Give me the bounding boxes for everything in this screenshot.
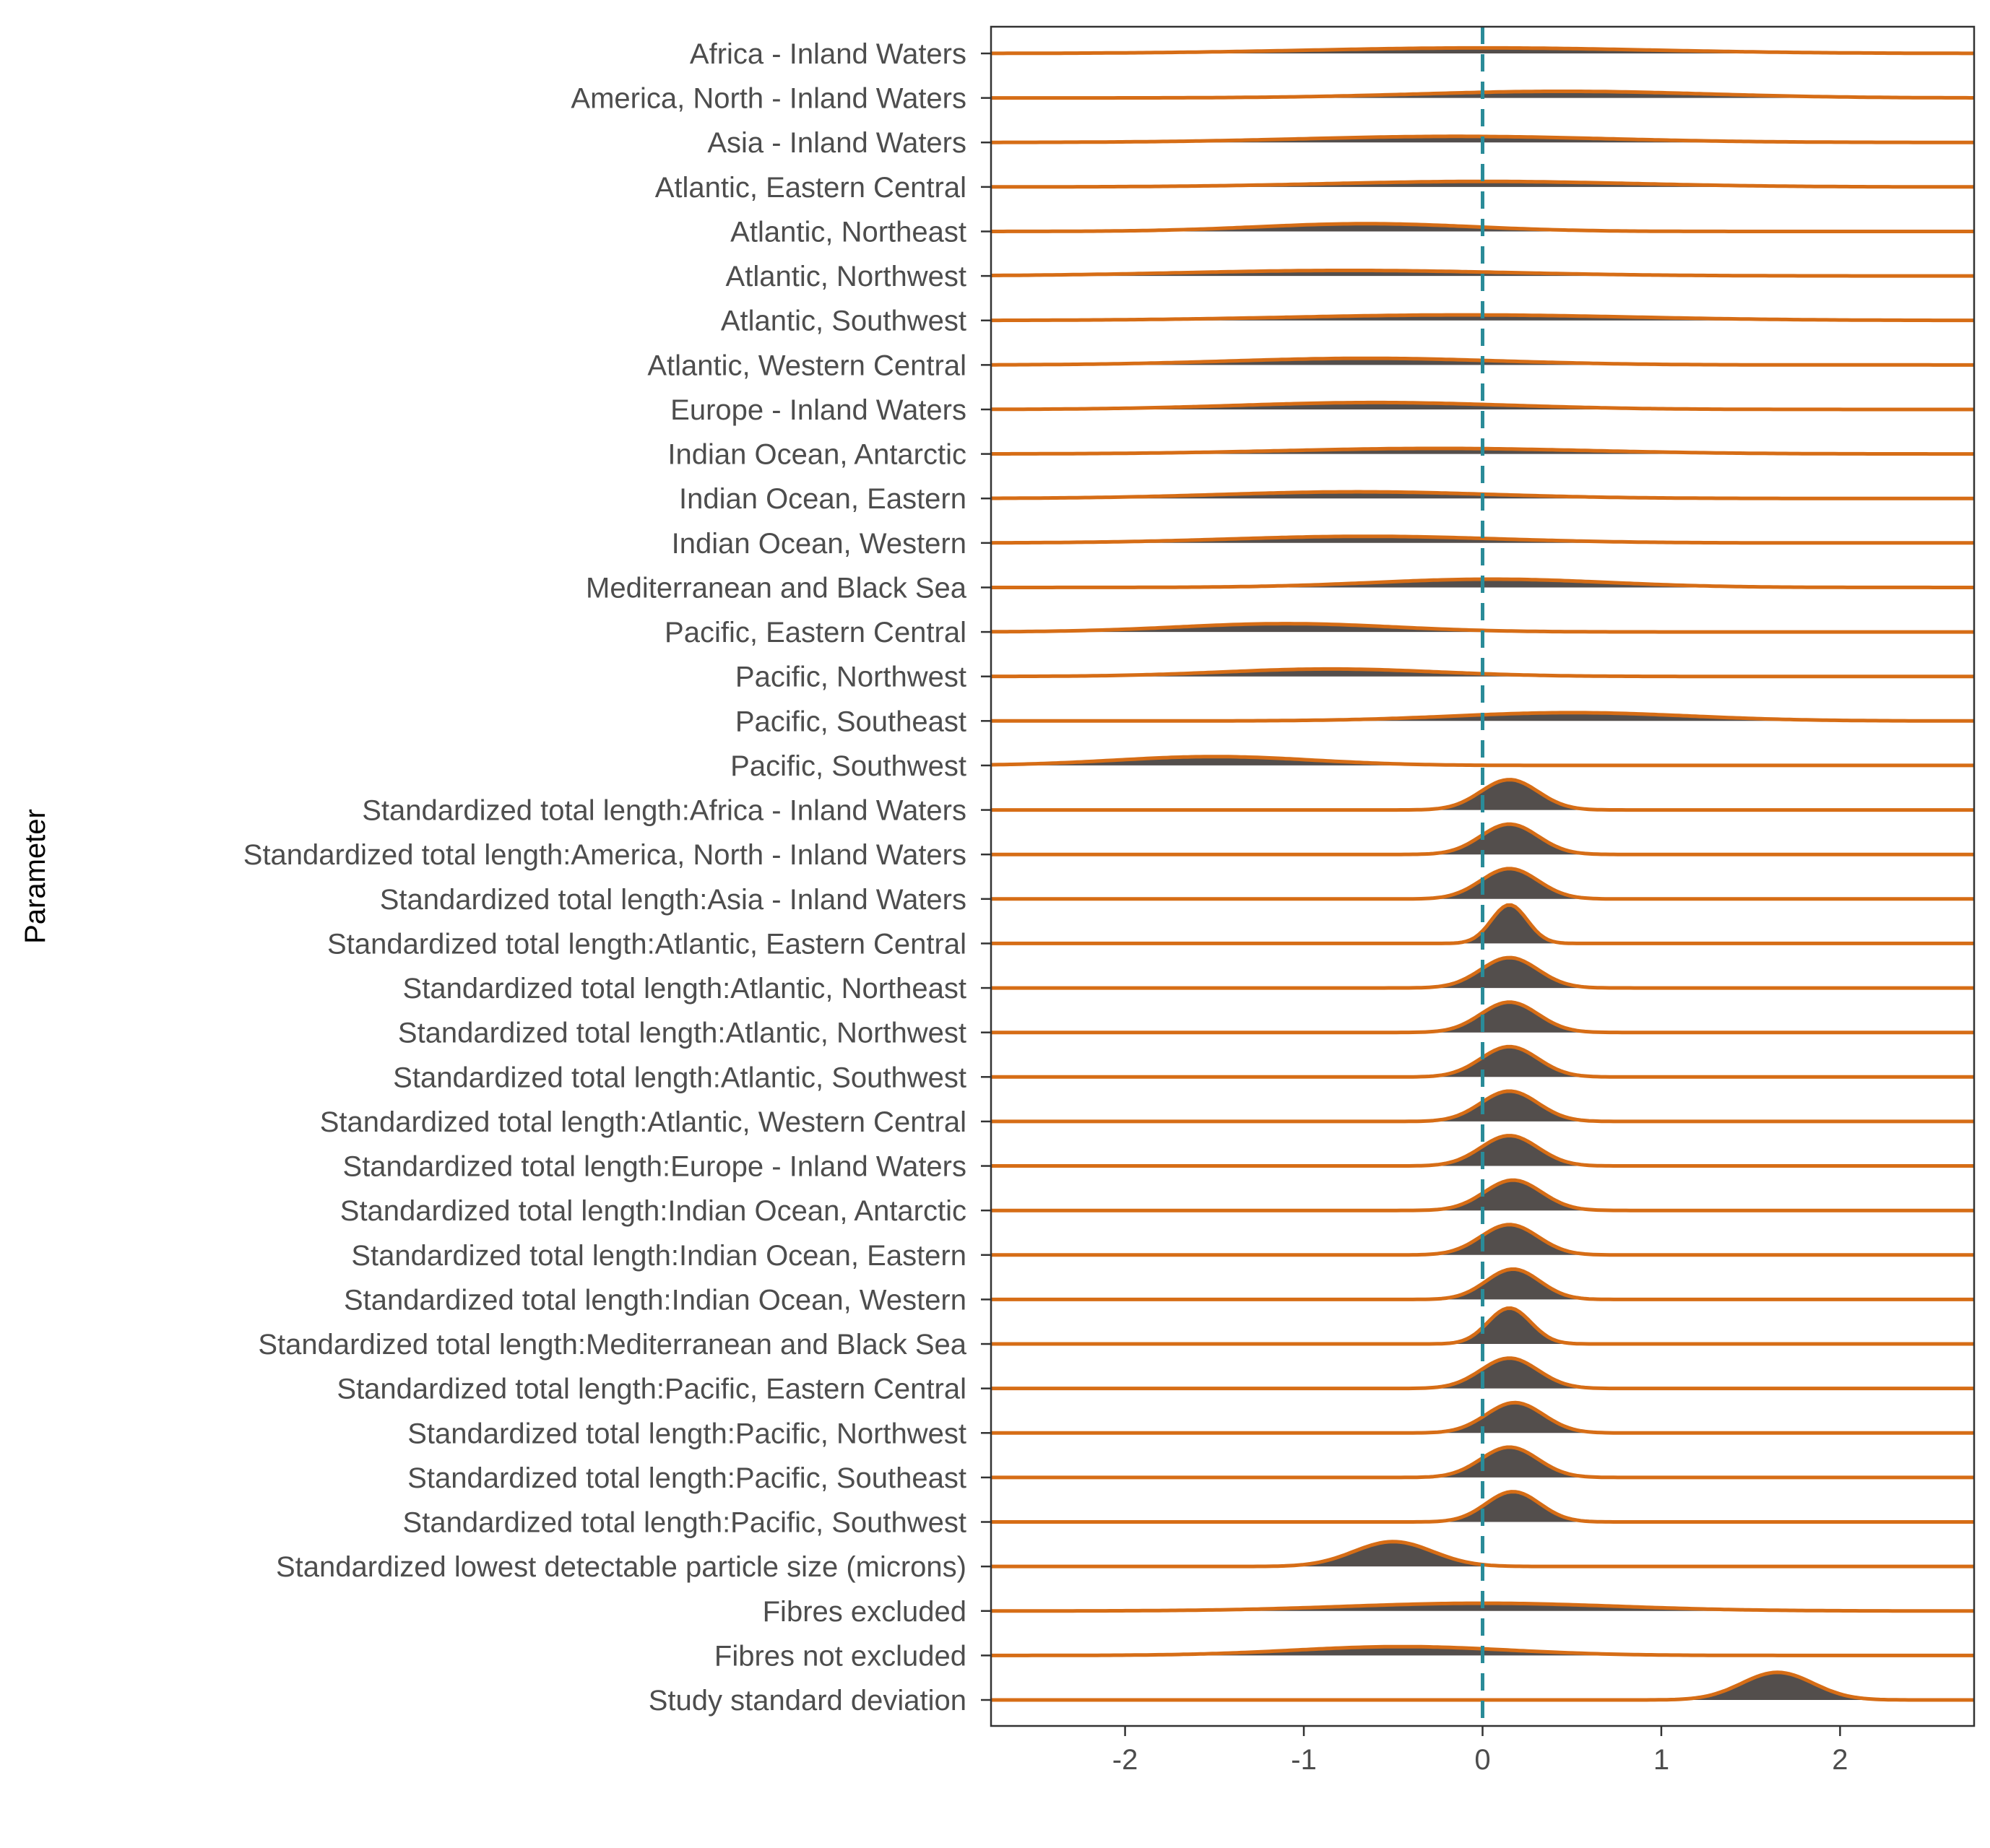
ridge-outline <box>990 755 1974 768</box>
y-tick-label: Standardized total length:America, North… <box>243 839 966 871</box>
ridge-fill <box>991 1046 1974 1077</box>
ridge-fill <box>991 669 1974 677</box>
ridge-outline <box>991 45 1974 56</box>
y-tick-label: Atlantic, Northeast <box>730 216 966 248</box>
ridge-outline <box>991 1670 1974 1702</box>
y-tick-label: Pacific, Eastern Central <box>665 617 966 648</box>
x-tick-label: 2 <box>1832 1744 1848 1776</box>
ridge-outline <box>990 269 1974 278</box>
y-tick-label: Indian Ocean, Western <box>672 528 966 560</box>
y-tick-label: Standardized total length:Indian Ocean, … <box>351 1240 966 1272</box>
y-tick-label: Europe - Inland Waters <box>670 394 966 426</box>
y-tick-label: Standardized total length:Mediterranean … <box>258 1329 966 1361</box>
y-axis-ticks: Africa - Inland Waters America, North - I… <box>243 38 991 1717</box>
y-tick-label: America, North - Inland Waters <box>571 83 966 115</box>
y-tick-label: Africa - Inland Waters <box>690 38 966 70</box>
y-tick-label: Atlantic, Northwest <box>726 261 966 292</box>
y-tick-label: Fibres not excluded <box>714 1640 966 1672</box>
ridge-outline <box>991 400 1974 412</box>
y-tick-label: Standardized total length:Atlantic, East… <box>327 928 966 960</box>
ridge-fill <box>991 1672 1974 1700</box>
y-tick-label: Standardized total length:Indian Ocean, … <box>344 1284 966 1316</box>
y-tick-label: Standardized total length:Atlantic, Nort… <box>403 973 966 1005</box>
y-tick-label: Mediterranean and Black Sea <box>586 572 967 604</box>
x-tick-label: 0 <box>1474 1744 1490 1776</box>
y-tick-label: Standardized total length:Africa - Inlan… <box>362 795 966 827</box>
y-tick-label: Indian Ocean, Eastern <box>679 483 966 515</box>
y-tick-label: Standardized total length:Pacific, North… <box>407 1418 966 1449</box>
y-tick-label: Standardized total length:Pacific, Easte… <box>337 1374 966 1405</box>
y-tick-label: Standardized total length:Pacific, South… <box>403 1507 966 1539</box>
y-tick-label: Standardized total length:Atlantic, Nort… <box>398 1018 966 1049</box>
y-tick-label: Standardized total length:Atlantic, Sout… <box>393 1062 966 1093</box>
y-tick-label: Standardized total length:Atlantic, West… <box>320 1106 966 1138</box>
y-tick-label: Pacific, Southeast <box>735 706 966 737</box>
x-axis-ticks: -2 -1 0 1 2 <box>1112 1726 1848 1776</box>
ridge-outline <box>991 179 1974 189</box>
y-tick-label: Standardized lowest detectable particle … <box>276 1551 966 1583</box>
ridge-outline <box>991 1356 1974 1391</box>
ridge-outline <box>991 778 1974 812</box>
y-tick-label: Atlantic, Western Central <box>647 350 966 381</box>
y-tick-label: Standardized total length:Indian Ocean, … <box>340 1195 966 1227</box>
y-tick-label: Atlantic, Eastern Central <box>655 172 966 204</box>
y-tick-label: Atlantic, Southwest <box>721 305 966 337</box>
ridge-outline <box>991 1490 1974 1524</box>
y-axis-title: Parameter <box>20 809 51 944</box>
y-tick-label: Study standard deviation <box>649 1685 966 1717</box>
y-tick-label: Standardized total length:Pacific, South… <box>407 1462 966 1494</box>
ridge-fill <box>991 779 1974 810</box>
y-tick-label: Indian Ocean, Antarctic <box>667 439 966 471</box>
ridge-outline <box>991 1400 1974 1435</box>
ridge-fill <box>991 756 1974 765</box>
y-tick-label: Fibres excluded <box>763 1596 966 1628</box>
ridge-outline <box>991 1267 1974 1301</box>
ridge-outline <box>991 1000 1974 1035</box>
ridge-fill <box>991 1135 1974 1166</box>
ridge-outline <box>991 1134 1974 1168</box>
x-tick-label: -1 <box>1291 1744 1317 1776</box>
ridge-outline <box>991 622 1974 634</box>
y-tick-label: Standardized total length:Asia - Inland … <box>380 884 966 916</box>
y-tick-label: Pacific, Northwest <box>735 661 966 693</box>
x-tick-label: 1 <box>1653 1744 1669 1776</box>
y-tick-label: Pacific, Southwest <box>730 750 966 782</box>
ridge-fill <box>991 1308 1974 1344</box>
y-tick-label: Asia - Inland Waters <box>707 127 966 159</box>
ridge-outline <box>991 903 1974 945</box>
y-tick-label: Standardized total length:Europe - Inlan… <box>343 1151 966 1183</box>
x-tick-label: -2 <box>1112 1744 1138 1776</box>
ridge-outline <box>990 534 1974 545</box>
